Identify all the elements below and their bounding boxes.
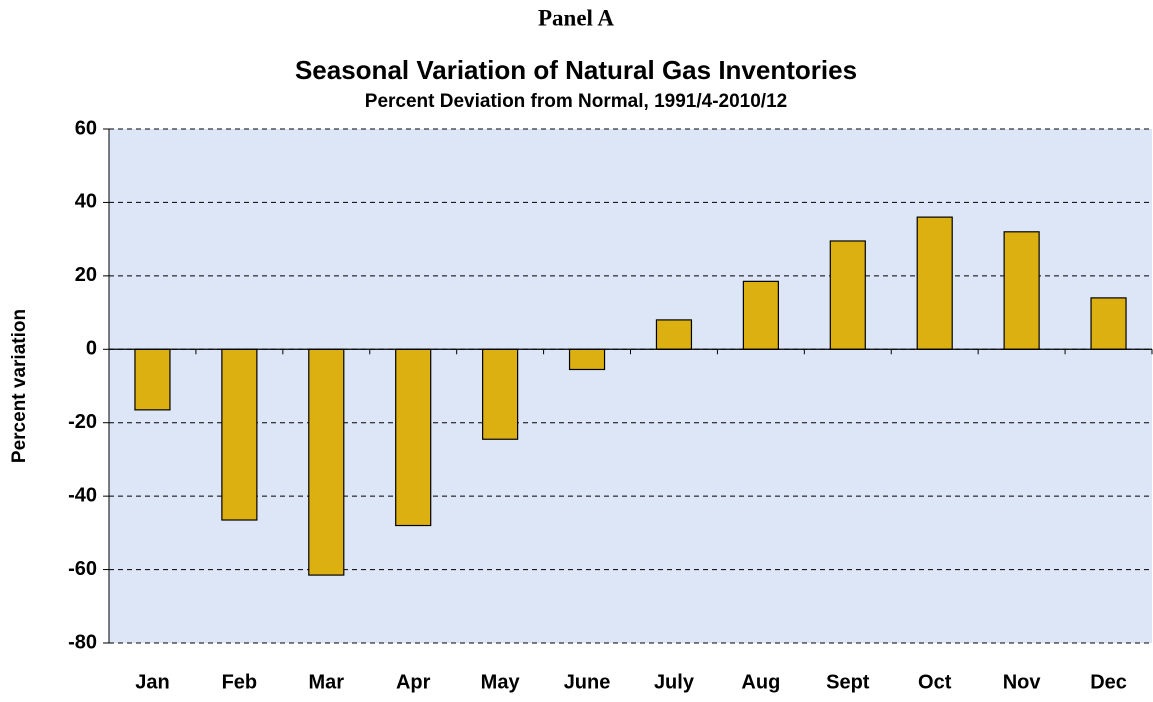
- x-tick-label: Sept: [826, 671, 870, 693]
- chart-subtitle: Percent Deviation from Normal, 1991/4-20…: [365, 91, 787, 112]
- x-tick-label: May: [481, 671, 521, 693]
- x-tick-label: Nov: [1003, 671, 1042, 693]
- x-tick-label: Aug: [741, 671, 780, 693]
- y-tick-label: -80: [68, 631, 97, 653]
- bar: [916, 216, 953, 350]
- bar: [395, 348, 432, 527]
- y-tick-label: 0: [86, 338, 97, 360]
- bar: [1003, 231, 1040, 350]
- x-tick-label: June: [564, 671, 611, 693]
- y-tick-label: 20: [75, 264, 97, 286]
- x-tick-label: July: [654, 671, 695, 693]
- x-tick-label: Dec: [1090, 671, 1127, 693]
- bar: [568, 348, 606, 371]
- x-tick-label: Feb: [222, 671, 258, 693]
- x-tick-label: Mar: [309, 671, 345, 693]
- bar: [308, 348, 345, 576]
- y-tick-label: -60: [68, 558, 97, 580]
- x-tick-label: Jan: [135, 671, 169, 693]
- chart-title: Seasonal Variation of Natural Gas Invent…: [295, 55, 857, 85]
- x-tick-label: Oct: [918, 671, 952, 693]
- bar: [1090, 297, 1127, 350]
- x-tick-label: Apr: [396, 671, 431, 693]
- bar: [655, 319, 693, 350]
- y-tick-label: 40: [75, 191, 97, 213]
- y-axis-label: Percent variation: [9, 309, 30, 463]
- plot-area: [109, 129, 1152, 643]
- bar: [134, 348, 171, 411]
- y-tick-label: -40: [68, 484, 97, 506]
- panel-title: Panel A: [538, 5, 614, 30]
- bar: [742, 280, 779, 350]
- y-tick-label: 60: [75, 117, 97, 139]
- bar: [221, 348, 258, 521]
- y-tick-label: -20: [68, 411, 97, 433]
- bar: [829, 240, 866, 350]
- bar: [482, 348, 519, 440]
